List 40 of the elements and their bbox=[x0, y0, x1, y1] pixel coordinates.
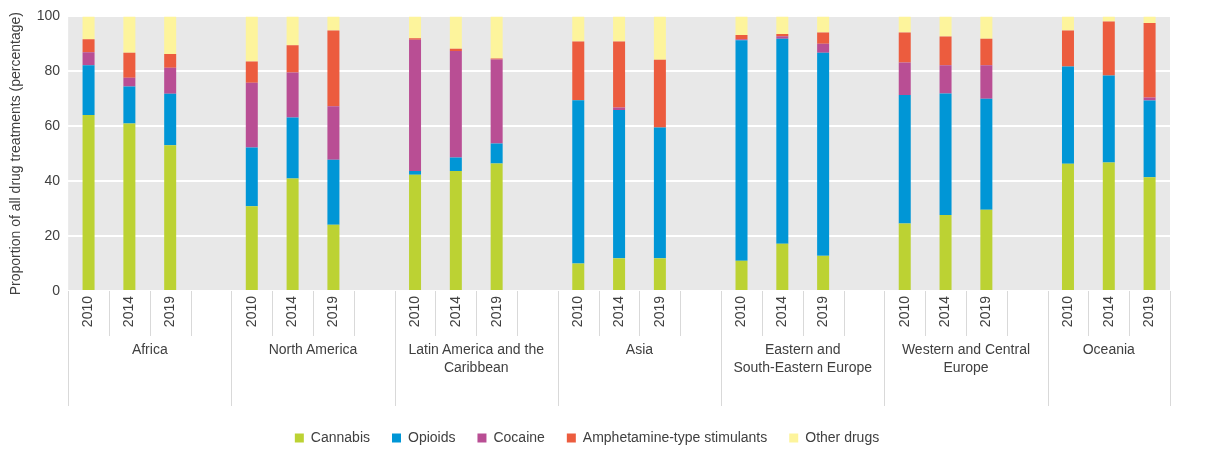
text: North America bbox=[268, 340, 358, 357]
x-tick-label: 2014 bbox=[609, 295, 626, 328]
x-tick-label: 2010 bbox=[405, 295, 422, 328]
x-tick-label: 2014 bbox=[283, 295, 300, 328]
text: Asia bbox=[625, 340, 654, 357]
x-tick-label: 2019 bbox=[813, 295, 830, 328]
legend-label: Amphetamine-type stimulants bbox=[582, 428, 768, 445]
text: Latin America and the Caribbean bbox=[408, 340, 545, 375]
y-tick-label: 20 bbox=[44, 226, 61, 243]
y-tick-label: 60 bbox=[44, 117, 61, 134]
x-tick-label: 2014 bbox=[1099, 295, 1116, 328]
x-tick-label: 2010 bbox=[79, 295, 96, 328]
x-tick-label: 2019 bbox=[487, 295, 504, 328]
x-tick-label: 2019 bbox=[1140, 295, 1157, 328]
text: Oceania bbox=[1082, 340, 1136, 357]
text: Africa bbox=[131, 340, 168, 357]
x-tick-label: 2019 bbox=[324, 295, 341, 328]
legend-label: Cannabis bbox=[310, 428, 370, 445]
x-tick-label: 2010 bbox=[732, 295, 749, 328]
x-tick-label: 2014 bbox=[773, 295, 790, 328]
x-tick-label: 2010 bbox=[895, 295, 912, 328]
x-tick-label: 2019 bbox=[161, 295, 178, 328]
x-tick-label: 2014 bbox=[446, 295, 463, 328]
x-tick-label: 2019 bbox=[977, 295, 994, 328]
y-tick-label: 0 bbox=[52, 281, 61, 298]
x-tick-label: 2010 bbox=[242, 295, 259, 328]
x-tick-label: 2014 bbox=[120, 295, 137, 328]
text: Eastern and South-Eastern Europe bbox=[733, 340, 873, 375]
x-tick-label: 2014 bbox=[936, 295, 953, 328]
x-tick-label: 2010 bbox=[1058, 295, 1075, 328]
text: Western and Central Europe bbox=[901, 340, 1031, 375]
legend-label: Cocaine bbox=[493, 428, 546, 445]
y-tick-label: 100 bbox=[36, 7, 61, 24]
x-tick-label: 2019 bbox=[650, 295, 667, 328]
y-tick-label: 80 bbox=[44, 62, 61, 79]
x-tick-label: 2010 bbox=[569, 295, 586, 328]
legend-label: Other drugs bbox=[805, 428, 880, 445]
y-tick-label: 40 bbox=[44, 172, 61, 189]
legend-label: Opioids bbox=[407, 428, 456, 445]
y-axis-title: Proportion of all drug treatments (percentage) bbox=[7, 12, 24, 296]
